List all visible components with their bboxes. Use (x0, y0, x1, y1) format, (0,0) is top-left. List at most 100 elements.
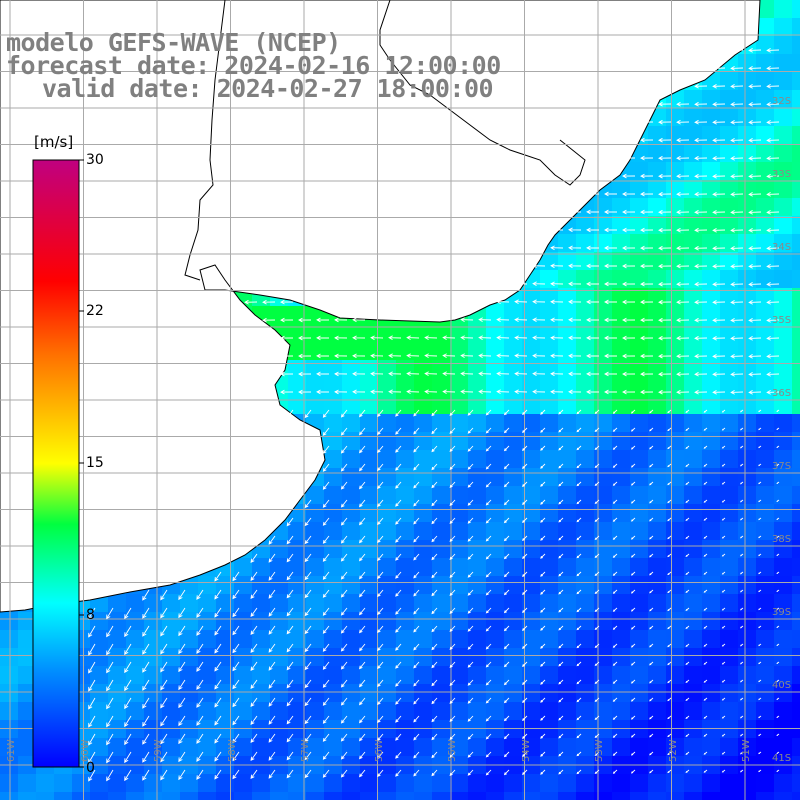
wind-arrow (649, 481, 654, 486)
wind-speed-cell (342, 738, 360, 756)
wind-speed-cell (648, 774, 666, 792)
wind-speed-cell (486, 396, 504, 414)
wind-arrow (712, 299, 726, 305)
wind-speed-cell (774, 198, 792, 216)
wind-arrow (449, 445, 456, 452)
wind-arrow (244, 299, 258, 305)
wind-speed-cell (198, 612, 216, 630)
wind-speed-cell (252, 702, 270, 720)
wind-arrow (322, 607, 330, 616)
wind-arrow (304, 607, 312, 617)
wind-speed-cell (90, 684, 108, 702)
wind-speed-cell (576, 648, 594, 666)
wind-speed-cell (774, 36, 792, 54)
wind-arrow (178, 715, 186, 727)
wind-arrow (232, 643, 240, 654)
wind-arrow (758, 697, 762, 701)
wind-speed-cell (540, 450, 558, 468)
wind-speed-cell (720, 378, 738, 396)
wind-arrow (395, 409, 402, 417)
wind-arrow (106, 661, 114, 674)
wind-arrow (322, 427, 330, 436)
wind-speed-cell (738, 378, 756, 396)
wind-speed-cell (756, 36, 774, 54)
wind-speed-cell (612, 324, 630, 342)
wind-speed-cell (684, 504, 702, 522)
wind-arrow (322, 715, 330, 724)
wind-arrow (612, 679, 618, 684)
wind-arrow (298, 353, 312, 359)
wind-speed-cell (756, 702, 774, 720)
wind-arrow (250, 769, 258, 780)
wind-speed-cell (648, 648, 666, 666)
wind-speed-cell (414, 792, 432, 800)
wind-arrow (142, 589, 150, 601)
wind-arrow (178, 589, 186, 601)
longitude-label: 61W (6, 739, 17, 762)
wind-speed-cell (630, 648, 648, 666)
wind-arrow (268, 553, 276, 563)
wind-arrow (298, 371, 312, 377)
wind-arrow (540, 571, 546, 577)
wind-speed-cell (432, 630, 450, 648)
wind-arrow (540, 751, 546, 757)
wind-arrow (776, 769, 780, 772)
wind-arrow (395, 625, 402, 633)
wind-arrow (304, 571, 312, 581)
wind-speed-cell (396, 576, 414, 594)
wind-arrow (658, 299, 672, 305)
wind-arrow (214, 697, 222, 708)
wind-arrow (413, 643, 420, 651)
wind-speed-cell (720, 666, 738, 684)
wind-speed-cell (612, 180, 630, 198)
wind-speed-cell (378, 648, 396, 666)
wind-arrow (413, 679, 420, 687)
longitude-label: 55W (447, 739, 458, 762)
wind-arrow (594, 499, 600, 505)
wind-arrow (685, 445, 690, 449)
wind-arrow (586, 389, 600, 395)
wind-arrow (124, 661, 132, 674)
wind-speed-cell (684, 360, 702, 378)
wind-arrow (467, 553, 474, 560)
wind-speed-cell (756, 18, 774, 36)
wind-arrow (485, 769, 492, 776)
wind-speed-cell (270, 576, 288, 594)
wind-speed-cell (720, 486, 738, 504)
wind-arrow (88, 733, 96, 746)
wind-speed-cell (738, 540, 756, 558)
wind-speed-cell (522, 738, 540, 756)
wind-arrow (359, 535, 366, 544)
wind-arrow (359, 697, 366, 706)
wind-arrow (298, 317, 312, 323)
wind-speed-cell (666, 774, 684, 792)
wind-speed-cell (432, 396, 450, 414)
wind-speed-cell (396, 630, 414, 648)
wind-arrow (730, 353, 744, 359)
wind-arrow (142, 607, 150, 619)
wind-speed-cell (738, 594, 756, 612)
wind-speed-cell (378, 504, 396, 522)
wind-speed-cell (162, 702, 180, 720)
wind-arrow (721, 445, 726, 449)
wind-speed-cell (630, 702, 648, 720)
wind-speed-cell (774, 18, 792, 36)
wind-arrow (268, 661, 276, 671)
wind-speed-cell (72, 774, 90, 792)
wind-arrow (413, 481, 420, 489)
wind-arrow (748, 318, 762, 323)
wind-speed-cell (468, 378, 486, 396)
wind-speed-cell (486, 594, 504, 612)
wind-speed-cell (468, 774, 486, 792)
wind-arrow (622, 173, 636, 179)
colorbar-unit: [m/s] (34, 133, 74, 151)
wind-arrow (667, 607, 672, 612)
wind-speed-cell (324, 774, 342, 792)
wind-arrow (649, 697, 654, 702)
wind-arrow (359, 643, 366, 652)
wind-speed-cell (198, 738, 216, 756)
wind-speed-cell (324, 486, 342, 504)
wind-speed-cell (774, 180, 792, 198)
wind-speed-cell (144, 666, 162, 684)
wind-speed-cell (792, 666, 800, 684)
